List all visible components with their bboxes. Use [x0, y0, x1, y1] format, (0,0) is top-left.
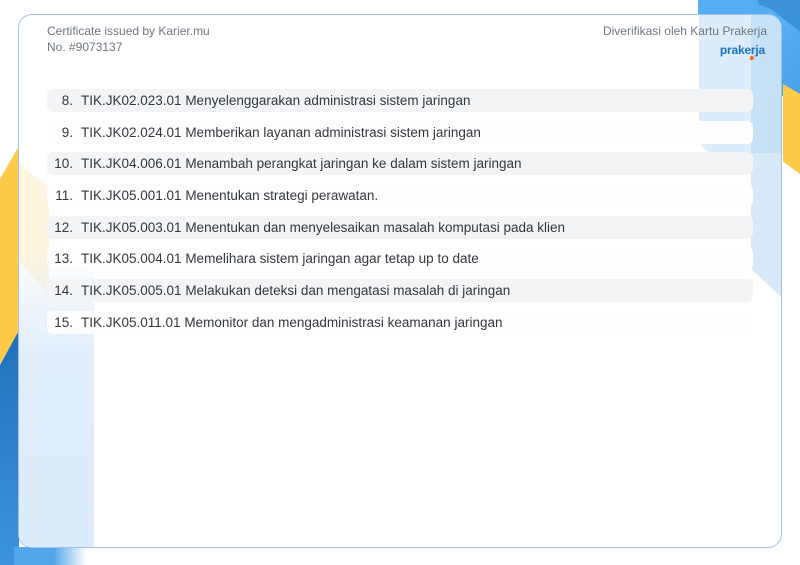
prakerja-logo: prakerja [719, 43, 765, 60]
list-row: 13. TIK.JK05.004.01 Memelihara sistem ja… [47, 247, 753, 271]
row-text: TIK.JK02.024.01 Memberikan layanan admin… [81, 124, 481, 140]
row-number: 10. [54, 156, 73, 172]
competency-list: 8. TIK.JK02.023.01 Menyelenggarakan admi… [47, 89, 753, 343]
row-number: 9. [61, 124, 73, 140]
row-text: TIK.JK05.011.01 Memonitor dan mengadmini… [81, 314, 503, 330]
certificate-card: Certificate issued by Karier.mu No. #907… [18, 14, 782, 548]
list-row: 12. TIK.JK05.003.01 Menentukan dan menye… [47, 215, 753, 239]
edge-accent-left-blue [0, 330, 19, 565]
list-row: 15. TIK.JK05.011.01 Memonitor dan mengad… [47, 310, 753, 334]
row-text: TIK.JK04.006.01 Menambah perangkat jarin… [81, 156, 522, 172]
list-row: 10. TIK.JK04.006.01 Menambah perangkat j… [47, 152, 753, 176]
row-number: 14. [54, 283, 73, 299]
row-text: TIK.JK05.001.01 Menentukan strategi pera… [81, 188, 379, 204]
row-text: TIK.JK02.023.01 Menyelenggarakan adminis… [81, 93, 471, 108]
row-number: 11. [55, 188, 73, 204]
list-row: 11. TIK.JK05.001.01 Menentukan strategi … [47, 184, 753, 208]
row-text: TIK.JK05.003.01 Menentukan dan menyelesa… [81, 219, 566, 235]
edge-accent-bottom-blue [14, 547, 86, 565]
card-overlay-right-ribbon [751, 15, 781, 297]
row-number: 8. [61, 93, 73, 108]
row-text: TIK.JK05.004.01 Memelihara sistem jaring… [81, 251, 479, 267]
verification-text: Diverifikasi oleh Kartu Prakerja [602, 24, 767, 38]
row-number: 13. [54, 251, 73, 267]
issuer-block: Certificate issued by Karier.mu No. #907… [47, 23, 210, 55]
edge-accent-left-yellow [0, 146, 19, 364]
list-row: 9. TIK.JK02.024.01 Memberikan layanan ad… [47, 120, 753, 144]
list-row: 8. TIK.JK02.023.01 Menyelenggarakan admi… [47, 89, 753, 112]
row-number: 15. [54, 314, 73, 330]
certificate-number: No. #9073137 [47, 40, 123, 54]
row-text: TIK.JK05.005.01 Melakukan deteksi dan me… [81, 283, 511, 299]
row-number: 12. [54, 219, 73, 235]
verification-block: Diverifikasi oleh Kartu Prakerja prakerj… [602, 23, 767, 60]
issuer-line: Certificate issued by Karier.mu [47, 24, 210, 38]
list-row: 14. TIK.JK05.005.01 Melakukan deteksi da… [47, 279, 753, 303]
edge-accent-right-yellow [783, 84, 800, 174]
